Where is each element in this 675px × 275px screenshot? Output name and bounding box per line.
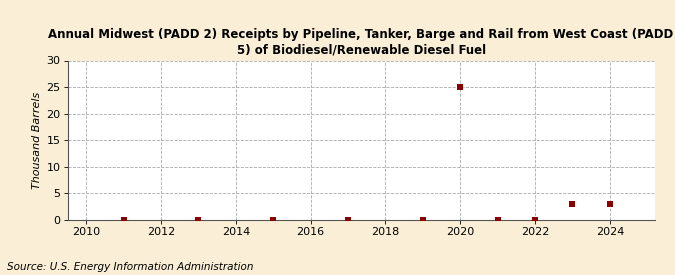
Point: [492, 218, 503, 222]
Point: [268, 218, 279, 222]
Point: [530, 218, 541, 222]
Point: [118, 218, 129, 222]
Title: Annual Midwest (PADD 2) Receipts by Pipeline, Tanker, Barge and Rail from West C: Annual Midwest (PADD 2) Receipts by Pipe…: [49, 28, 674, 57]
Point: [455, 85, 466, 89]
Point: [567, 202, 578, 206]
Text: Source: U.S. Energy Information Administration: Source: U.S. Energy Information Administ…: [7, 262, 253, 272]
Point: [193, 218, 204, 222]
Point: [417, 218, 428, 222]
Point: [605, 202, 616, 206]
Point: [343, 218, 354, 222]
Y-axis label: Thousand Barrels: Thousand Barrels: [32, 92, 43, 189]
